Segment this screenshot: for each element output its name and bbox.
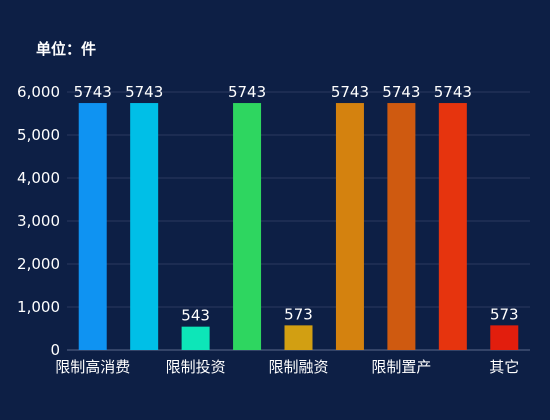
y-tick-label: 0 [50, 341, 60, 359]
bar-value-label: 5743 [228, 83, 266, 101]
bar-value-label: 573 [490, 305, 519, 323]
bar[interactable] [233, 103, 262, 351]
bar-value-label: 573 [284, 305, 313, 323]
bar[interactable] [387, 103, 416, 351]
x-category-label: 限制置产 [371, 358, 431, 376]
unit-label: 单位：件 [36, 40, 97, 58]
y-tick-label: 6,000 [17, 83, 60, 101]
bar[interactable] [335, 103, 364, 351]
x-category-label: 限制投资 [166, 358, 226, 376]
bar[interactable] [130, 103, 159, 351]
x-category-label: 限制高消费 [55, 358, 130, 376]
bar[interactable] [284, 325, 313, 350]
x-category-label: 其它 [489, 358, 519, 376]
bar-value-label: 5743 [74, 83, 112, 101]
y-tick-label: 4,000 [17, 169, 60, 187]
bar[interactable] [181, 326, 210, 350]
bar-value-label: 5743 [125, 83, 163, 101]
bar[interactable] [490, 325, 519, 350]
bar[interactable] [438, 103, 467, 351]
bar-value-label: 5743 [382, 83, 420, 101]
bar[interactable] [78, 103, 107, 351]
x-category-label: 限制融资 [268, 358, 328, 376]
y-tick-label: 5,000 [17, 126, 60, 144]
bar-value-label: 543 [181, 307, 210, 325]
y-tick-label: 2,000 [17, 255, 60, 273]
bar-value-label: 5743 [331, 83, 369, 101]
y-tick-label: 1,000 [17, 298, 60, 316]
y-tick-label: 3,000 [17, 212, 60, 230]
bar-value-label: 5743 [434, 83, 472, 101]
